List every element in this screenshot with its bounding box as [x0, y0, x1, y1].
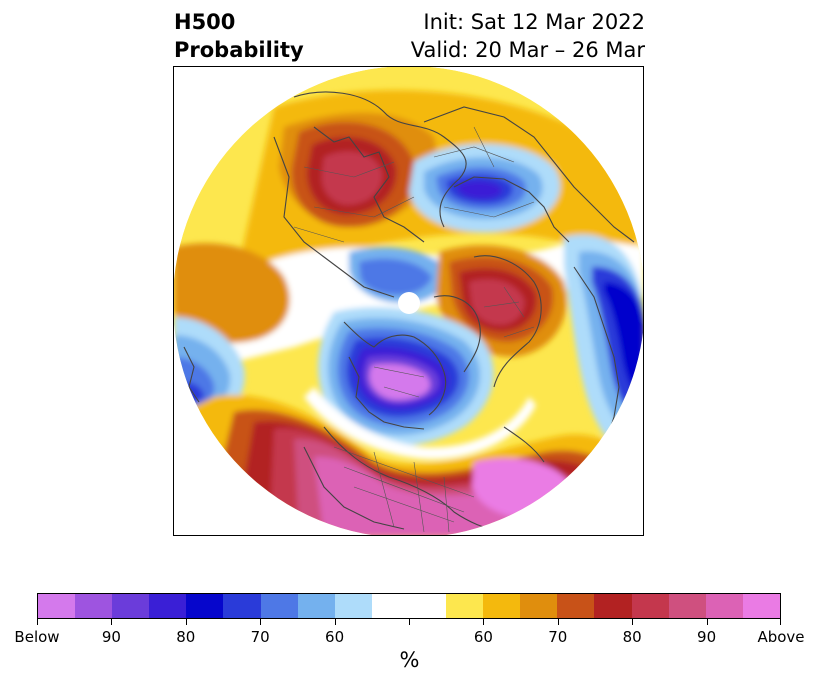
probability-map — [174, 67, 643, 535]
colorbar-segment — [668, 594, 706, 618]
north-pole-marker — [398, 292, 420, 314]
colorbar-segment — [594, 594, 632, 618]
colorbar-segment — [371, 594, 409, 618]
colorbar-tick — [334, 619, 336, 625]
colorbar-segment — [483, 594, 521, 618]
colorbar-tick-label: 90 — [697, 628, 717, 646]
colorbar-segment — [112, 594, 150, 618]
colorbar-tick — [409, 619, 410, 625]
colorbar-unit: % — [399, 648, 420, 672]
colorbar-tick-label: 90 — [101, 628, 121, 646]
colorbar-segment — [705, 594, 743, 618]
colorbar-segment — [260, 594, 298, 618]
colorbar-tick-label: Below — [14, 628, 60, 646]
colorbar-tick-label: 70 — [548, 628, 568, 646]
colorbar-tick-label: 60 — [325, 628, 345, 646]
colorbar-segment — [149, 594, 187, 618]
country-borders — [293, 126, 535, 533]
colorbar-tick — [37, 619, 38, 625]
colorbar-tick-label: 80 — [622, 628, 642, 646]
colorbar-segment — [334, 594, 372, 618]
colorbar-tick — [557, 619, 559, 625]
title-line-1: H500 — [174, 10, 236, 34]
title-line-2: Probability — [174, 38, 304, 62]
colorbar — [37, 593, 781, 619]
colorbar-segment — [557, 594, 595, 618]
valid-range: Valid: 20 Mar – 26 Mar — [410, 38, 645, 62]
colorbar-tick-label: 70 — [250, 628, 270, 646]
chart-subtitle: Init: Sat 12 Mar 2022 Valid: 20 Mar – 26… — [411, 8, 645, 64]
map-panel — [173, 66, 644, 536]
colorbar-segment — [742, 594, 780, 618]
probability-field — [174, 67, 643, 535]
init-date: Init: Sat 12 Mar 2022 — [423, 10, 645, 34]
colorbar-segment — [223, 594, 261, 618]
chart-title: H500 Probability — [174, 8, 304, 64]
colorbar-segment — [75, 594, 113, 618]
colorbar-segment — [408, 594, 447, 618]
colorbar-tick-label: Above — [757, 628, 805, 646]
colorbar-tick — [706, 619, 708, 625]
colorbar-segment — [520, 594, 558, 618]
colorbar-ticks — [37, 619, 781, 627]
colorbar-tick-label: 80 — [176, 628, 196, 646]
colorbar-tick — [260, 619, 262, 625]
colorbar-tick — [483, 619, 485, 625]
colorbar-tick — [632, 619, 634, 625]
colorbar-tick — [185, 619, 187, 625]
colorbar-segment — [186, 594, 224, 618]
colorbar-tick-label: 60 — [473, 628, 493, 646]
colorbar-segment — [631, 594, 669, 618]
colorbar-segment — [446, 594, 484, 618]
colorbar-tick — [111, 619, 113, 625]
colorbar-segment — [38, 594, 76, 618]
colorbar-segment — [297, 594, 335, 618]
colorbar-tick-labels: Below 90 80 70 60 60 70 80 90 Above — [14, 628, 804, 648]
colorbar-tick — [780, 619, 781, 625]
